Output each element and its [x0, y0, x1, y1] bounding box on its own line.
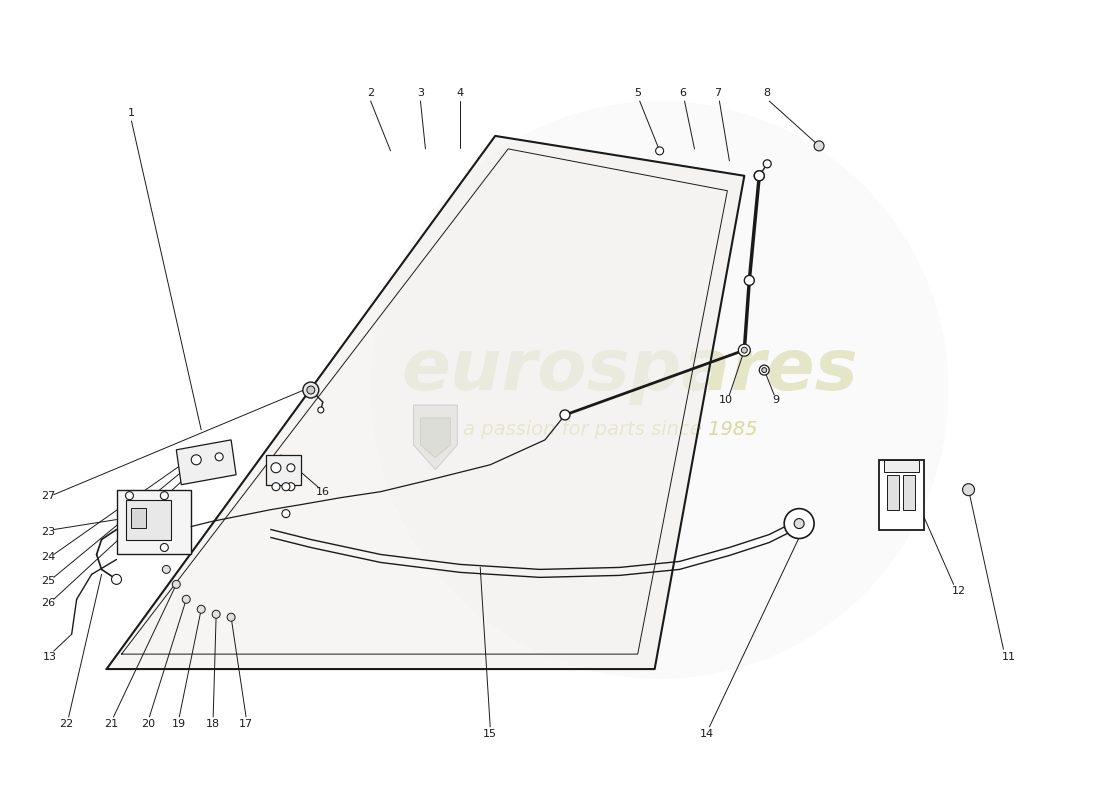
- Text: 7: 7: [714, 88, 720, 98]
- Text: 17: 17: [239, 719, 253, 729]
- Polygon shape: [107, 136, 745, 669]
- Text: 23: 23: [41, 526, 55, 537]
- Text: 19: 19: [173, 719, 186, 729]
- Circle shape: [784, 509, 814, 538]
- Text: eurospares: eurospares: [402, 336, 858, 405]
- Text: 22: 22: [59, 719, 74, 729]
- Circle shape: [814, 141, 824, 151]
- Text: 24: 24: [41, 553, 55, 562]
- Circle shape: [302, 382, 319, 398]
- Text: 6: 6: [679, 88, 686, 98]
- Circle shape: [163, 566, 170, 574]
- Circle shape: [191, 455, 201, 465]
- Bar: [903, 474, 915, 510]
- Polygon shape: [420, 418, 450, 458]
- Text: 26: 26: [41, 598, 55, 608]
- Bar: [883, 460, 918, 472]
- Circle shape: [161, 543, 168, 551]
- Text: 16: 16: [316, 486, 330, 497]
- Circle shape: [740, 346, 748, 354]
- Circle shape: [962, 484, 975, 496]
- Text: 18: 18: [206, 719, 220, 729]
- Text: 4: 4: [456, 88, 464, 98]
- Bar: [132, 508, 146, 527]
- Circle shape: [272, 482, 279, 490]
- Circle shape: [759, 365, 769, 375]
- Circle shape: [161, 492, 168, 500]
- Text: 27: 27: [41, 490, 55, 501]
- Circle shape: [282, 482, 290, 490]
- Circle shape: [762, 368, 767, 373]
- Circle shape: [111, 574, 121, 584]
- Text: 15: 15: [483, 729, 497, 739]
- Circle shape: [183, 595, 190, 603]
- Circle shape: [282, 510, 290, 518]
- Circle shape: [271, 462, 281, 473]
- Circle shape: [287, 482, 295, 490]
- Polygon shape: [176, 440, 236, 485]
- Circle shape: [755, 170, 764, 181]
- Circle shape: [794, 518, 804, 529]
- Text: 11: 11: [1001, 652, 1015, 662]
- Circle shape: [560, 410, 570, 420]
- Polygon shape: [414, 405, 458, 470]
- Circle shape: [318, 407, 323, 413]
- Text: 10: 10: [718, 395, 733, 405]
- Text: 25: 25: [41, 576, 55, 586]
- Circle shape: [173, 580, 180, 588]
- Circle shape: [125, 492, 133, 500]
- Circle shape: [740, 346, 748, 354]
- Circle shape: [745, 275, 755, 286]
- Circle shape: [212, 610, 220, 618]
- Circle shape: [738, 344, 750, 356]
- Circle shape: [307, 386, 315, 394]
- Text: 20: 20: [141, 719, 155, 729]
- Circle shape: [216, 453, 223, 461]
- Text: a passion for parts since 1985: a passion for parts since 1985: [462, 420, 757, 439]
- Bar: [879, 460, 924, 530]
- Bar: [887, 474, 899, 510]
- Text: 12: 12: [952, 586, 966, 596]
- Text: 1: 1: [128, 108, 135, 118]
- Text: 8: 8: [763, 88, 771, 98]
- Text: 2: 2: [367, 88, 374, 98]
- Bar: [266, 455, 301, 485]
- Text: 14: 14: [700, 729, 714, 739]
- Text: 9: 9: [772, 395, 780, 405]
- Text: 3: 3: [417, 88, 424, 98]
- Circle shape: [741, 347, 747, 353]
- Circle shape: [763, 160, 771, 168]
- Bar: [126, 500, 172, 539]
- Circle shape: [656, 147, 663, 155]
- Text: 21: 21: [104, 719, 119, 729]
- Circle shape: [755, 170, 764, 181]
- Circle shape: [197, 606, 206, 614]
- Circle shape: [371, 101, 948, 679]
- Text: 5: 5: [635, 88, 641, 98]
- Text: 13: 13: [43, 652, 57, 662]
- Circle shape: [287, 464, 295, 472]
- Circle shape: [227, 614, 235, 622]
- Bar: [117, 490, 191, 554]
